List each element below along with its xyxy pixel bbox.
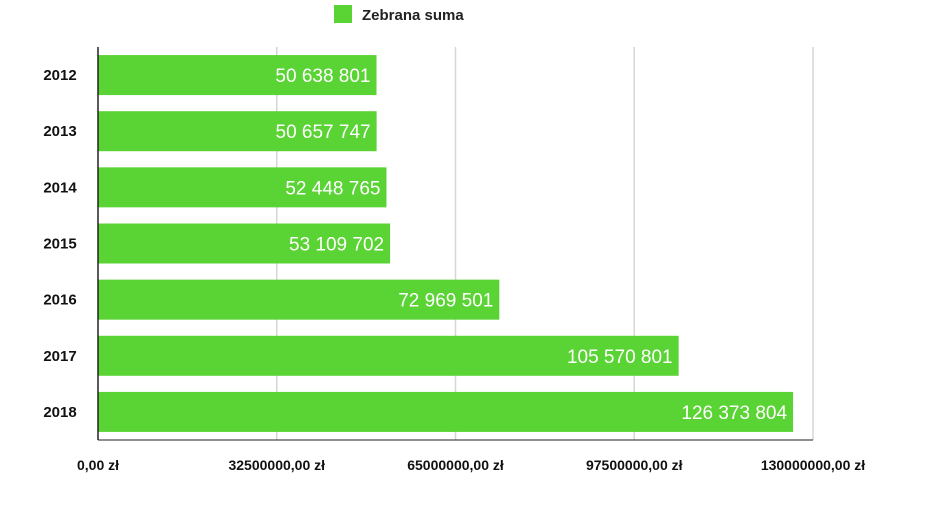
- x-tick-label: 32500000,00 zł: [228, 457, 325, 473]
- bars: [98, 55, 794, 432]
- data-label: 126 373 804: [681, 403, 787, 424]
- category-label: 2013: [43, 123, 76, 140]
- legend-swatch: [334, 5, 352, 23]
- bar: [98, 391, 794, 432]
- bar: [98, 111, 377, 152]
- bar: [98, 335, 679, 376]
- x-tick-label: 130000000,00 zł: [761, 457, 865, 473]
- x-tick-label: 0,00 zł: [77, 457, 119, 473]
- x-tick-label: 65000000,00 zł: [407, 457, 504, 473]
- legend-label: Zebrana suma: [362, 7, 464, 24]
- category-label: 2014: [43, 179, 77, 196]
- data-label: 50 638 801: [275, 66, 370, 87]
- data-label: 50 657 747: [276, 122, 371, 143]
- data-labels: 50 638 801 50 657 747 52 448 765 53 109 702…: [275, 66, 787, 424]
- x-tick-labels: 0,00 zł 32500000,00 zł 65000000,00 zł 97500…: [77, 457, 865, 473]
- bar: [98, 279, 500, 320]
- x-tick-label: 97500000,00 zł: [586, 457, 683, 473]
- data-label: 72 969 501: [398, 291, 493, 312]
- data-label: 105 570 801: [567, 347, 673, 368]
- data-label: 53 109 702: [289, 235, 384, 256]
- bar: [98, 167, 387, 208]
- data-label: 52 448 765: [285, 178, 380, 199]
- bar: [98, 223, 391, 264]
- bar: [98, 55, 377, 96]
- category-label: 2017: [43, 348, 76, 365]
- category-label: 2018: [43, 404, 76, 421]
- category-label: 2012: [43, 67, 76, 84]
- category-labels: 2012 2013 2014 2015 2016 2017 2018: [43, 67, 77, 421]
- legend: Zebrana suma: [334, 5, 464, 24]
- axes: [97, 47, 813, 441]
- category-label: 2015: [43, 236, 76, 253]
- category-label: 2016: [43, 292, 76, 309]
